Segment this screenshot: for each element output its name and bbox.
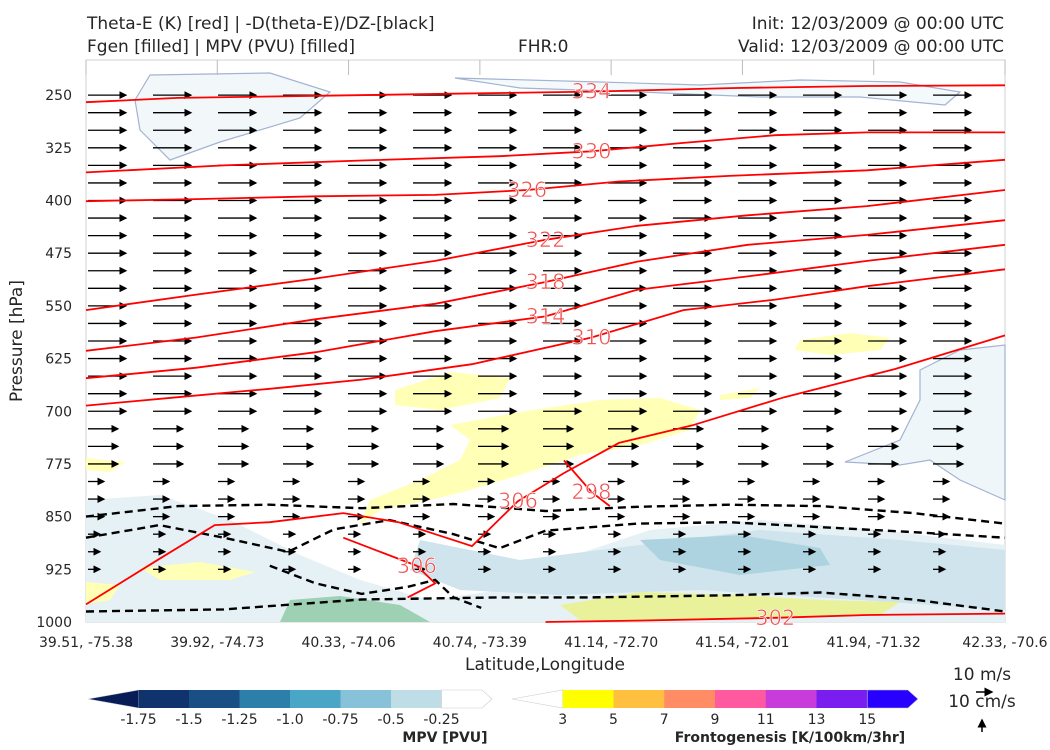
theta-e-label: 326 [507, 178, 547, 202]
theta-e-line [85, 158, 1006, 203]
y-tick-label: 325 [45, 141, 72, 157]
theta-e-label: 302 [755, 606, 795, 630]
colorbar-swatch [511, 689, 564, 709]
fgen-colorbar-label: Frontogenesis [K/100km/3hr] [675, 730, 905, 746]
colorbar-swatch [664, 690, 716, 708]
x-tick-label: 40.74, -73.39 [433, 635, 527, 651]
colorbar-swatch [138, 690, 190, 708]
wind-key-horizontal: 10 m/s [953, 665, 1011, 685]
colorbar-tick-label: -0.5 [377, 712, 404, 728]
colorbar-swatch [441, 689, 493, 709]
forecast-hour: FHR:0 [518, 37, 569, 57]
colorbar-swatch [239, 690, 291, 708]
x-axis-label: Latitude,Longitude [465, 655, 625, 675]
colorbar-swatch [189, 690, 240, 708]
x-axis: 39.51, -75.38 39.92, -74.73 40.33, -74.06 4… [39, 60, 1048, 651]
colorbar-tick-label: 15 [858, 712, 876, 728]
theta-e-label: 306 [498, 489, 538, 513]
theta-e-line [85, 131, 1005, 174]
colorbar-swatch [391, 690, 442, 708]
title-left-line2: Fgen [filled] | MPV (PVU) [filled] [87, 37, 356, 57]
colorbar-tick-label: -1.25 [221, 712, 257, 728]
x-tick-label: 39.51, -75.38 [39, 635, 133, 651]
colorbar-swatch [816, 690, 868, 708]
y-tick-label: 1000 [36, 615, 72, 631]
y-tick-label: 400 [45, 194, 72, 210]
theta-e-label: 318 [525, 270, 565, 294]
mpv-colorbar: -1.75 -1.5 -1.25 -1.0 -0.75 -0.5 -0.25 [87, 689, 493, 728]
colorbar-swatch [562, 690, 614, 708]
y-tick-label: 250 [45, 88, 72, 104]
colorbar-tick-label: 9 [711, 712, 720, 728]
dthetae-dz-line [85, 591, 1006, 613]
theta-e-line [545, 612, 1006, 623]
colorbar-tick-label: 5 [609, 712, 618, 728]
x-tick-label: 42.33, -70.6 [962, 635, 1047, 651]
colorbar-tick-label: 3 [558, 712, 567, 728]
theta-e-line [85, 243, 1006, 380]
colorbar-swatch [765, 690, 817, 708]
mpv-colorbar-label: MPV [PVU] [402, 730, 487, 746]
x-tick-label: 39.92, -74.73 [170, 635, 264, 651]
colorbar-tick-label: 7 [660, 712, 669, 728]
colorbar-swatch [290, 690, 341, 708]
mpv-shading [86, 72, 1006, 622]
fgen-shading [86, 333, 900, 620]
theta-e-label: 298 [571, 480, 611, 504]
theta-e-line [563, 459, 611, 507]
colorbar-tick-label: -1.0 [276, 712, 303, 728]
theta-e-line [85, 268, 1006, 407]
theta-e-label: 314 [525, 304, 565, 328]
colorbar-tick-label: -0.75 [322, 712, 358, 728]
colorbar-swatch [613, 690, 665, 708]
theta-e-line [85, 219, 1006, 352]
y-tick-label: 550 [45, 299, 72, 315]
init-time: Init: 12/03/2009 @ 00:00 UTC [751, 14, 1004, 34]
theta-e-line [85, 334, 1006, 606]
valid-time: Valid: 12/03/2009 @ 00:00 UTC [738, 37, 1004, 57]
theta-e-label: 310 [571, 325, 611, 349]
fgen-colorbar: 3 5 7 9 11 13 15 [511, 689, 919, 728]
colorbar-tick-label: 11 [757, 712, 775, 728]
x-tick-label: 40.33, -74.06 [302, 635, 396, 651]
y-tick-label: 925 [45, 562, 72, 578]
theta-e-contours [85, 84, 1006, 623]
y-axis: 250 325 400 475 550 625 700 775 850 925 1000 [36, 88, 72, 631]
x-tick-label: 41.94, -71.32 [827, 635, 921, 651]
theta-e-line [85, 84, 1006, 104]
dthetae-dz-contours [85, 502, 1006, 613]
theta-e-label: 330 [571, 139, 611, 163]
wind-vectors [88, 91, 973, 574]
colorbar-tick-label: 13 [808, 712, 826, 728]
dthetae-dz-line [269, 564, 482, 610]
x-tick-label: 41.54, -72.01 [695, 635, 789, 651]
y-tick-label: 625 [45, 352, 72, 368]
y-tick-label: 850 [45, 510, 72, 526]
theta-e-label: 334 [571, 80, 611, 104]
x-tick-label: 41.14, -72.70 [564, 635, 658, 651]
y-tick-label: 700 [45, 404, 72, 420]
dthetae-dz-line [85, 502, 1006, 525]
wind-key-vertical: 10 cm/s [948, 692, 1016, 712]
colorbar-swatch [340, 690, 392, 708]
title-left-line1: Theta-E (K) [red] | -D(theta-E)/DZ-[blac… [87, 14, 435, 34]
colorbar-swatch [715, 690, 767, 708]
colorbar-tick-label: -0.25 [423, 712, 459, 728]
y-tick-label: 475 [45, 246, 72, 262]
y-axis-label: Pressure [hPa] [7, 280, 27, 402]
colorbar-swatch [866, 689, 919, 709]
theta-e-line [85, 189, 1006, 311]
colorbar-swatch [87, 689, 139, 709]
colorbar-tick-label: -1.5 [175, 712, 202, 728]
theta-e-label: 322 [525, 228, 565, 252]
theta-e-label: 306 [397, 554, 437, 578]
theta-e-line [342, 536, 437, 599]
y-tick-label: 775 [45, 457, 72, 473]
colorbar-tick-label: -1.75 [120, 712, 156, 728]
wind-key: 10 m/s 10 cm/s [948, 665, 1016, 732]
